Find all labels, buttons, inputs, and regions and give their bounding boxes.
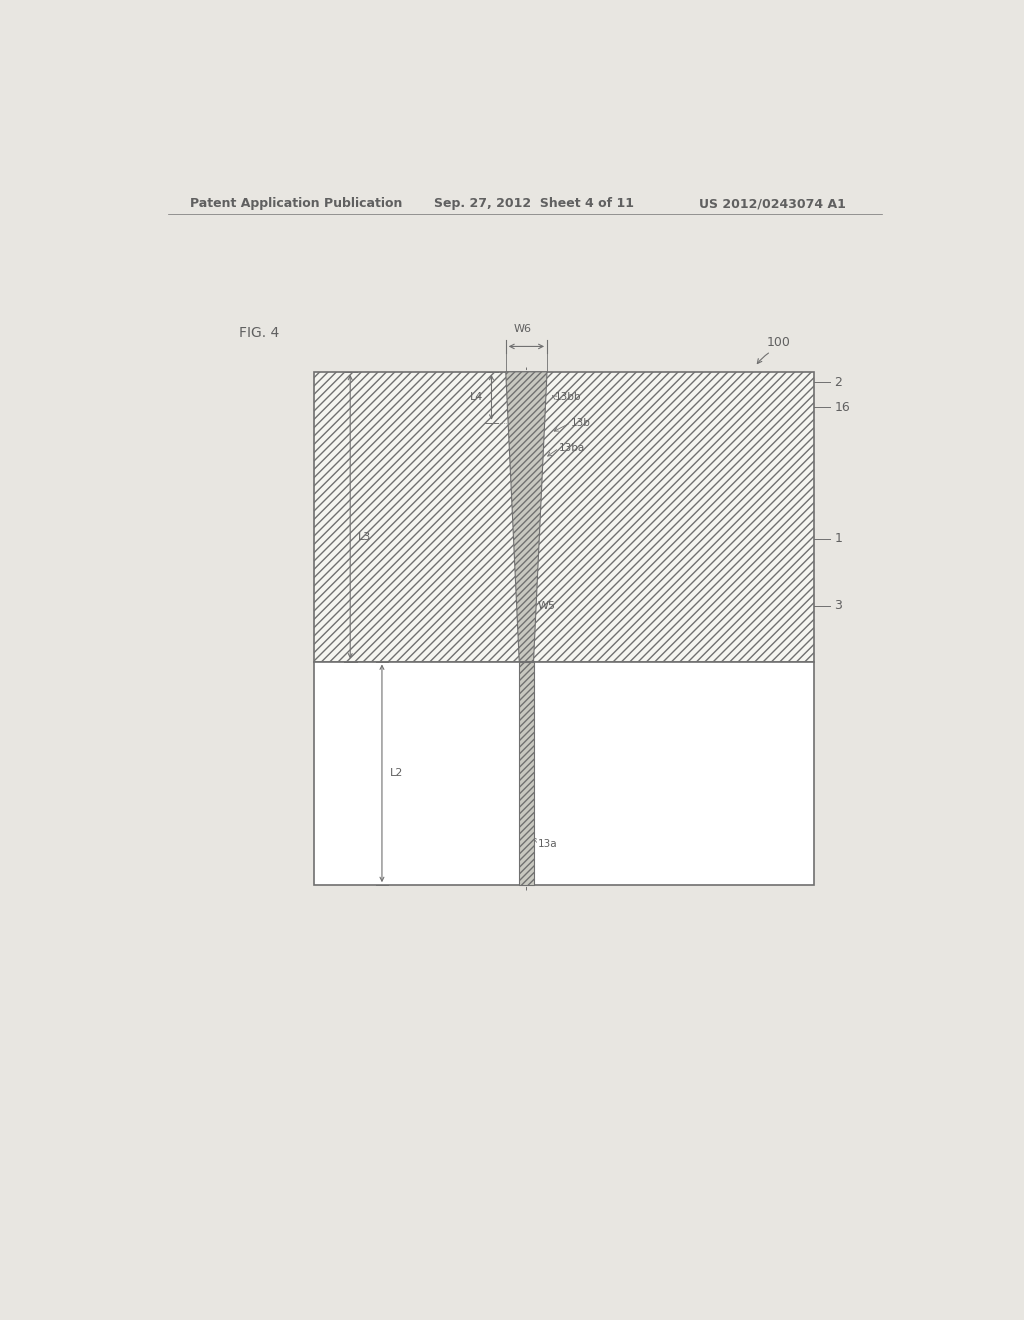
Text: US 2012/0243074 A1: US 2012/0243074 A1 [699, 197, 846, 210]
Text: L2: L2 [390, 768, 403, 779]
Text: Patent Application Publication: Patent Application Publication [189, 197, 402, 210]
Text: 100: 100 [767, 337, 791, 350]
Text: 2: 2 [835, 375, 842, 388]
Text: 13bb: 13bb [555, 392, 582, 403]
Text: 3: 3 [835, 599, 842, 612]
Text: Sep. 27, 2012  Sheet 4 of 11: Sep. 27, 2012 Sheet 4 of 11 [433, 197, 634, 210]
Text: W6: W6 [513, 325, 531, 334]
Text: W5: W5 [538, 601, 555, 611]
Bar [314, 372, 814, 661]
Bar [519, 661, 534, 886]
Polygon shape [506, 372, 547, 661]
Text: 1: 1 [835, 532, 842, 545]
Text: 16: 16 [835, 401, 850, 414]
Text: 13a: 13a [539, 840, 558, 850]
Text: L4: L4 [470, 392, 483, 403]
Text: FIG. 4: FIG. 4 [240, 326, 280, 341]
Text: L3: L3 [358, 532, 372, 543]
Bar [314, 661, 814, 886]
Text: 13b: 13b [570, 417, 591, 428]
Text: 13ba: 13ba [559, 444, 585, 453]
